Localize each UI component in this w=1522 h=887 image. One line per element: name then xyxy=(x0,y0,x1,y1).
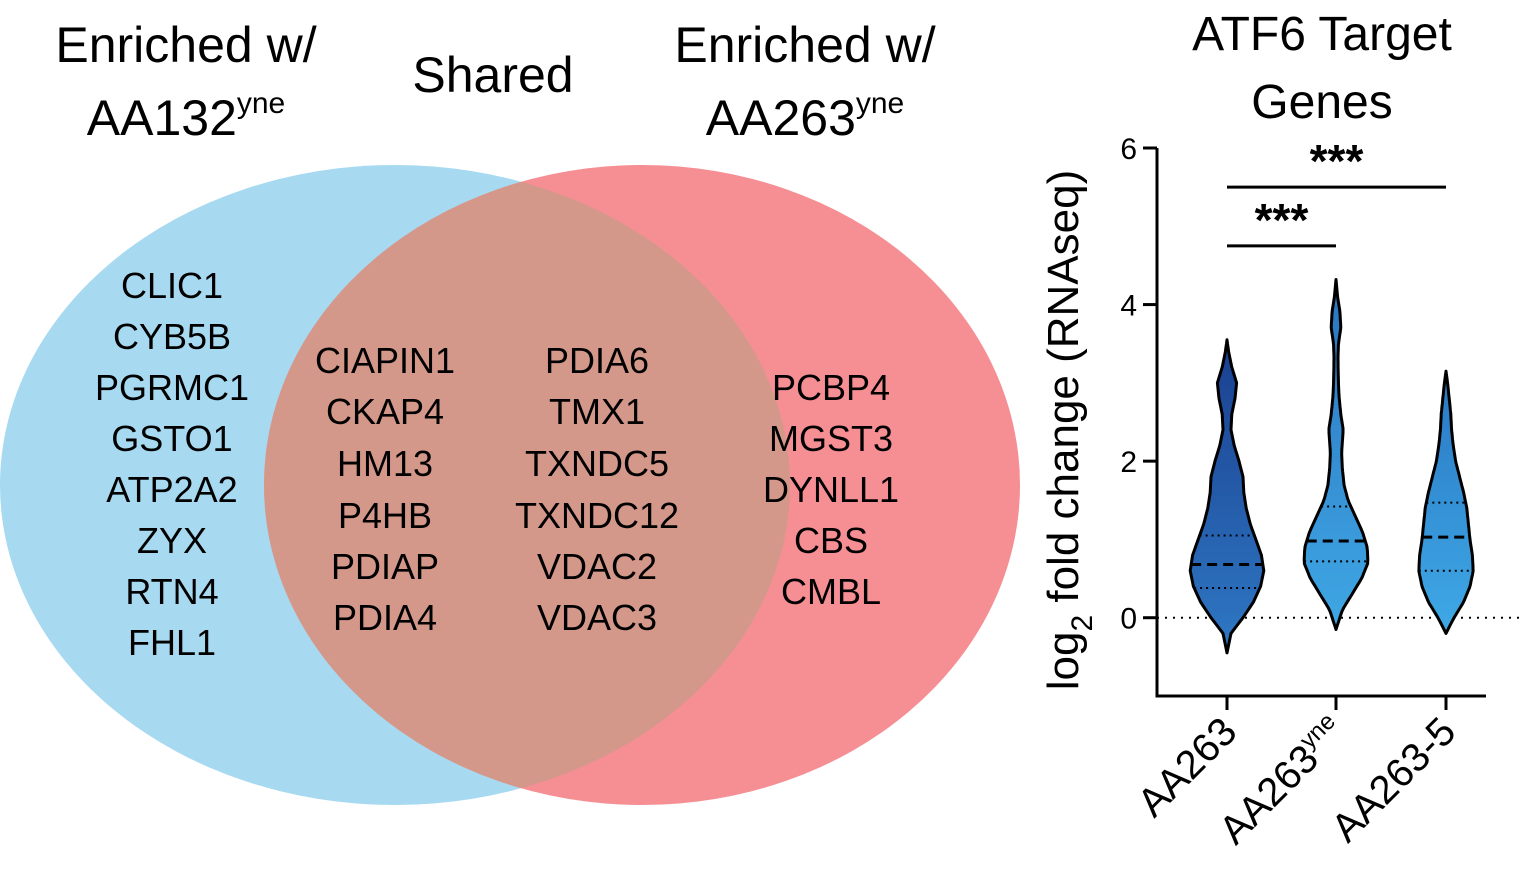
gene-label: DYNLL1 xyxy=(763,469,899,510)
gene-label: ATP2A2 xyxy=(106,469,237,510)
gene-label: PCBP4 xyxy=(772,367,890,408)
left-gene-list: CLIC1 CYB5B PGRMC1 GSTO1 ATP2A2 ZYX RTN4… xyxy=(95,265,249,663)
shared-gene-list-col1: CIAPIN1 CKAP4 HM13 P4HB PDIAP PDIA4 xyxy=(315,340,455,638)
y-tick-label: 6 xyxy=(1120,133,1137,166)
venn-right-title-line2: AA263yne xyxy=(706,87,905,146)
gene-label: FHL1 xyxy=(128,622,216,663)
gene-label: GSTO1 xyxy=(111,418,232,459)
shared-gene-list-col2: PDIA6 TMX1 TXNDC5 TXNDC12 VDAC2 VDAC3 xyxy=(515,340,679,638)
gene-label: CKAP4 xyxy=(326,391,444,432)
gene-label: PDIAP xyxy=(331,546,439,587)
violin-group xyxy=(1188,338,1266,655)
gene-label: ZYX xyxy=(137,520,207,561)
gene-label: MGST3 xyxy=(769,418,893,459)
gene-label: P4HB xyxy=(338,495,432,536)
chart-title-line2: Genes xyxy=(1251,76,1392,129)
venn-center-title: Shared xyxy=(412,47,573,103)
gene-label: PDIA6 xyxy=(545,340,649,381)
violin-group xyxy=(1302,278,1370,631)
y-axis: 0 2 4 6 xyxy=(1120,133,1520,696)
y-axis-label: log2 fold change (RNAseq) xyxy=(1039,170,1099,691)
venn-left-title-line2: AA132yne xyxy=(87,87,286,146)
violin-body xyxy=(1188,338,1266,655)
y-tick-label: 4 xyxy=(1120,290,1137,323)
gene-label: TXNDC5 xyxy=(525,443,669,484)
x-tick-label: AA263-5 xyxy=(1323,709,1464,850)
gene-label: CBS xyxy=(794,520,868,561)
violin-group xyxy=(1417,369,1475,635)
gene-label: PGRMC1 xyxy=(95,367,249,408)
gene-label: VDAC3 xyxy=(537,597,657,638)
gene-label: TMX1 xyxy=(549,391,645,432)
gene-label: CYB5B xyxy=(113,316,231,357)
gene-label: CIAPIN1 xyxy=(315,340,455,381)
gene-label: RTN4 xyxy=(125,571,218,612)
gene-label: TXNDC12 xyxy=(515,495,679,536)
venn-left-title-line1: Enriched w/ xyxy=(55,17,316,73)
chart-title-line1: ATF6 Target xyxy=(1192,8,1452,61)
violin-body xyxy=(1302,278,1370,631)
gene-label: CMBL xyxy=(781,571,881,612)
significance-bars: ****** xyxy=(1227,135,1446,248)
venn-right-title-line1: Enriched w/ xyxy=(674,17,935,73)
violin-chart: ATF6 Target Genes log2 fold change (RNAs… xyxy=(1039,8,1520,853)
gene-label: VDAC2 xyxy=(537,546,657,587)
y-tick-label: 0 xyxy=(1120,603,1137,636)
venn-overlap-region xyxy=(264,165,790,805)
y-tick-label: 2 xyxy=(1120,446,1137,479)
significance-label: *** xyxy=(1255,194,1309,246)
gene-label: CLIC1 xyxy=(121,265,223,306)
gene-label: PDIA4 xyxy=(333,597,437,638)
venn-diagram: Enriched w/ AA132yne Shared Enriched w/ … xyxy=(0,17,1020,805)
violin-series xyxy=(1188,278,1475,655)
significance-label: *** xyxy=(1310,135,1364,187)
gene-label: HM13 xyxy=(337,443,433,484)
right-gene-list: PCBP4 MGST3 DYNLL1 CBS CMBL xyxy=(763,367,899,612)
